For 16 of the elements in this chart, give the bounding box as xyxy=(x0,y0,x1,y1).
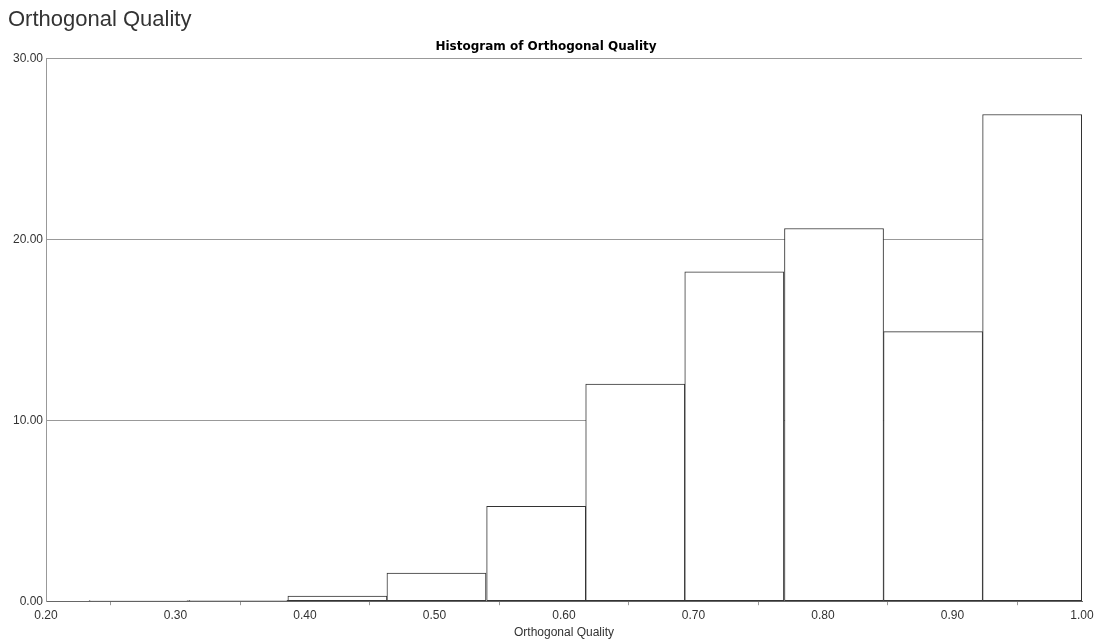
x-tick-label: 0.40 xyxy=(293,607,318,622)
chart-subtitle: Histogram of Orthogonal Quality xyxy=(435,39,657,54)
x-tick-label: 0.30 xyxy=(163,607,188,622)
y-tick-label: 10.00 xyxy=(13,412,44,427)
x-tick-label: 0.50 xyxy=(422,607,447,622)
x-tick-label: 0.90 xyxy=(940,607,965,622)
y-tick-label: 0.00 xyxy=(19,593,44,608)
x-tick-label: 1.00 xyxy=(1070,607,1094,622)
y-tick-label: 30.00 xyxy=(13,50,44,65)
x-tick-label: 0.70 xyxy=(681,607,706,622)
x-axis-title: Orthogonal Quality xyxy=(513,625,615,640)
chart-title: Orthogonal Quality xyxy=(8,6,192,32)
x-tick-label: 0.20 xyxy=(34,607,59,622)
x-tick-label: 0.80 xyxy=(811,607,836,622)
y-tick-label: 20.00 xyxy=(13,231,44,246)
x-tick-label: 0.60 xyxy=(552,607,577,622)
